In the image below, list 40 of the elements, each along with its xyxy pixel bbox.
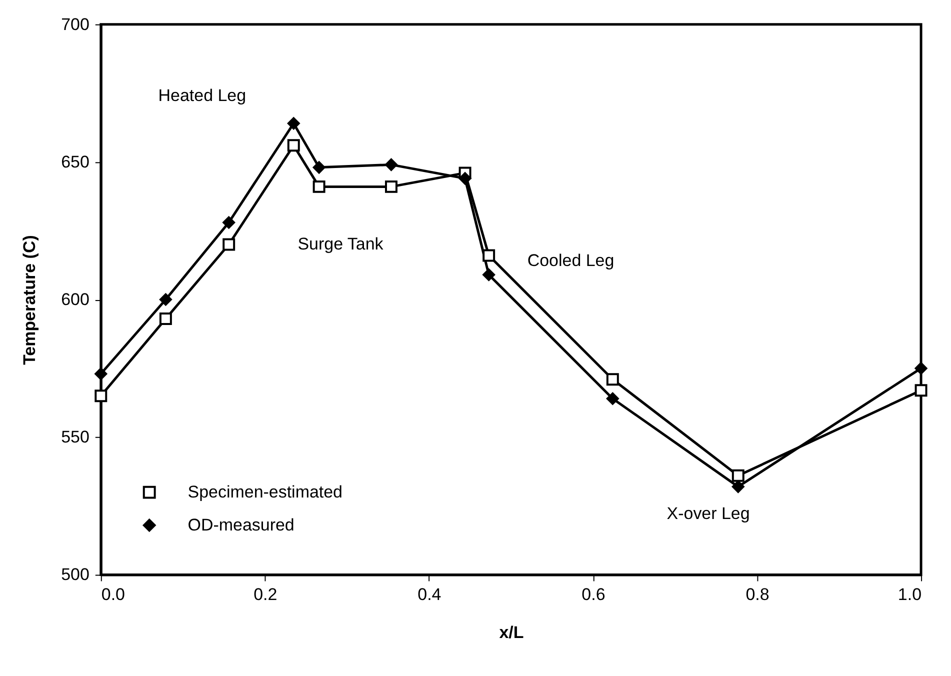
x-tick-label: 0.2 [254,585,278,604]
point [94,368,108,380]
point [732,469,744,482]
point [606,373,619,386]
y-tick-label: 500 [61,565,90,584]
annotation: Surge Tank [298,234,384,254]
point [312,161,326,174]
point [384,180,398,193]
point [482,249,496,262]
point [914,362,928,375]
y-tick-label: 650 [61,152,90,172]
annotation: Heated Leg [158,86,246,105]
legend-label: OD-measured [188,515,294,534]
annotation: X-over Leg [666,504,750,524]
legend-label: Specimen-estimated [188,482,342,502]
point [94,390,108,402]
x-axis-title: x/L [499,623,524,642]
text: 0.0 [101,585,125,604]
y-axis-title: Temperature (C) [20,235,40,365]
point [222,238,236,251]
x-tick-label: 0.6 [582,585,606,604]
point [458,172,472,185]
point [606,392,619,405]
point [482,268,496,281]
point [914,384,928,397]
annotation: Cooled Leg [527,250,614,270]
point [222,216,236,229]
point [384,158,398,171]
point [159,293,172,306]
point [159,312,172,326]
y-tick-label: 700 [61,14,90,34]
y-tick-label: 600 [61,290,90,310]
point [732,480,744,493]
y-tick-label: 550 [61,428,90,447]
x-tick-label: 0.8 [746,585,770,604]
x-tick-label: 0.4 [418,585,442,604]
point [312,180,326,193]
point [287,139,300,152]
text: 1.0 [898,585,922,604]
point [287,117,300,130]
